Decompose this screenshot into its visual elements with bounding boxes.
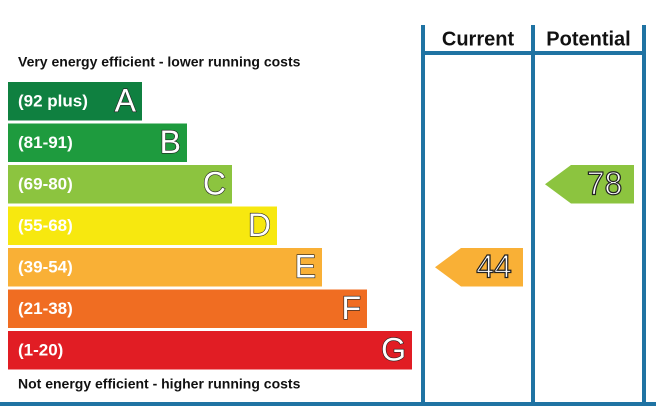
band-letter: F — [341, 290, 361, 326]
frame — [0, 25, 656, 406]
band-range: (39-54) — [18, 258, 73, 277]
column-header: Current — [442, 28, 515, 50]
rating-arrow — [545, 165, 634, 204]
top-label: Very energy efficient - lower running co… — [18, 54, 301, 70]
band-bar — [8, 331, 412, 370]
band-bar — [8, 248, 322, 287]
rating-value: 78 — [587, 166, 623, 202]
band-letter: B — [160, 124, 181, 160]
band-range: (21-38) — [18, 299, 73, 318]
bottom-label: Not energy efficient - higher running co… — [18, 376, 301, 392]
column-header: Potential — [546, 28, 630, 50]
band-letter: A — [115, 83, 137, 119]
band-bar — [8, 206, 277, 245]
rating-value: 44 — [476, 249, 512, 285]
band-range: (92 plus) — [18, 92, 88, 111]
band-bar — [8, 82, 142, 121]
band-range: (81-91) — [18, 133, 73, 152]
band-range: (55-68) — [18, 216, 73, 235]
band-bar — [8, 123, 187, 162]
rating-arrow — [435, 248, 523, 287]
band-letter: E — [295, 249, 316, 285]
band-range: (1-20) — [18, 341, 63, 360]
band-range: (69-80) — [18, 175, 73, 194]
band-letter: D — [248, 207, 271, 243]
band-letter: C — [203, 166, 226, 202]
band-letter: G — [381, 332, 406, 368]
band-bar — [8, 289, 367, 328]
band-bar — [8, 165, 232, 204]
